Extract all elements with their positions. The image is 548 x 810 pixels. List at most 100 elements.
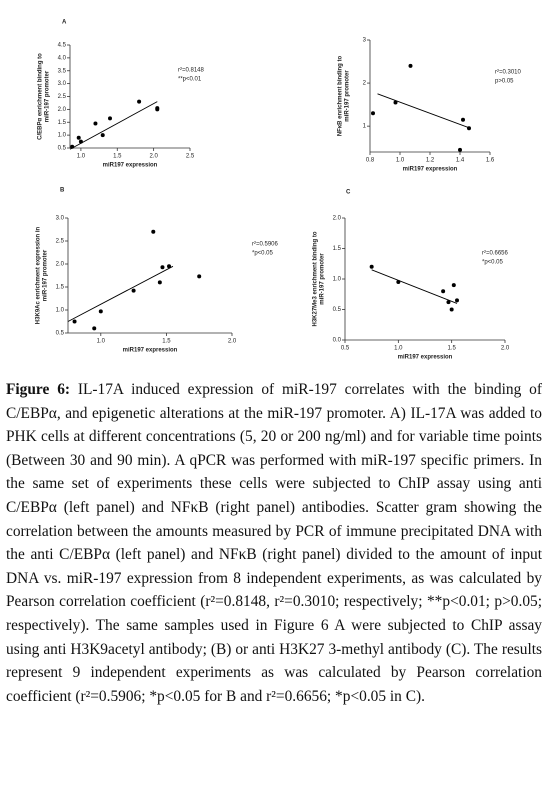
panel-label: B	[60, 188, 65, 194]
data-point	[458, 147, 462, 152]
y-axis-label: H3K27Me3 enrichment binding to	[313, 231, 319, 326]
annotation: r²=0.5906	[252, 242, 279, 248]
x-tick-label: 1.0	[394, 346, 403, 352]
annotation: r²=0.8148	[178, 68, 205, 74]
data-point	[72, 319, 77, 324]
data-point	[369, 264, 374, 269]
data-point	[78, 139, 83, 144]
y-axis-label: H3K9Ac enrichment expression in	[36, 226, 42, 324]
x-axis-label: miR197 expression	[398, 355, 453, 361]
y-tick-label: 1	[363, 124, 367, 130]
x-tick-label: 1.0	[97, 339, 106, 345]
x-tick-label: 2.0	[149, 154, 158, 160]
trendline	[371, 269, 458, 304]
trendline	[377, 93, 471, 129]
data-point	[467, 126, 471, 131]
x-tick-label: 1.6	[486, 158, 495, 164]
y-tick-label: 3	[363, 38, 367, 44]
data-point	[93, 121, 98, 126]
x-tick-label: 0.5	[341, 346, 350, 352]
data-point	[441, 289, 446, 294]
y-tick-label: 0.5	[333, 307, 342, 313]
annotation: p>0.05	[495, 79, 514, 85]
y-tick-label: 3.0	[56, 216, 65, 222]
x-tick-label: 1.4	[456, 158, 465, 164]
x-tick-label: 1.0	[77, 154, 86, 160]
x-tick-label: 2.0	[228, 339, 237, 345]
x-tick-label: 1.2	[426, 158, 435, 164]
y-tick-label: 0.5	[58, 146, 67, 152]
annotation: **p<0.01	[178, 77, 202, 83]
caption-label: Figure 6:	[6, 381, 71, 398]
y-tick-label: 4.0	[58, 55, 67, 61]
annotation: *p<0.05	[252, 251, 274, 257]
x-tick-label: 0.8	[366, 158, 375, 164]
panel-label: C	[346, 190, 351, 196]
y-tick-label: 0.5	[56, 331, 65, 337]
y-axis-label: miR-197 promoter	[345, 70, 351, 122]
y-axis-label: miR-197 promoter	[45, 70, 51, 122]
data-point	[157, 280, 162, 285]
y-axis-label: miR-197 promoter	[43, 249, 49, 301]
y-tick-label: 3.5	[58, 68, 67, 74]
panel-label: A	[62, 20, 67, 26]
data-point	[70, 144, 75, 149]
data-point	[408, 63, 413, 68]
data-point	[155, 106, 160, 111]
y-tick-label: 1.5	[58, 120, 67, 126]
data-point	[449, 307, 454, 312]
data-point	[151, 229, 156, 234]
x-tick-label: 2.5	[186, 154, 195, 160]
data-point	[461, 117, 465, 122]
annotation: r²=0.3010	[495, 70, 522, 76]
y-axis-label: C/EBPα enrichment binding to	[38, 53, 44, 140]
data-point	[76, 135, 81, 140]
y-tick-label: 4.5	[58, 43, 67, 49]
x-tick-label: 1.5	[113, 154, 122, 160]
data-point	[393, 100, 398, 105]
data-point	[160, 265, 165, 270]
data-point	[396, 280, 401, 285]
x-axis-label: miR197 expression	[123, 348, 178, 354]
y-tick-label: 2.5	[58, 94, 67, 100]
y-tick-label: 1.0	[56, 308, 65, 314]
data-point	[137, 99, 142, 104]
x-axis-label: miR197 expression	[403, 167, 458, 173]
y-axis-label: miR-197 promoter	[320, 253, 326, 305]
x-tick-label: 1.5	[162, 339, 171, 345]
data-point	[100, 133, 105, 138]
data-point	[446, 300, 451, 305]
y-tick-label: 2.0	[58, 107, 67, 113]
figure: 0.5 1.0 1.5 2.0 2.5 3.0 3.5 4.0 4.5 1.0 1.5 2.0 2.5 m…	[36, 20, 522, 361]
data-point	[92, 326, 97, 331]
y-tick-label: 2	[363, 81, 367, 87]
data-point	[197, 274, 202, 279]
annotation: *p<0.05	[482, 260, 504, 266]
x-axis-label: miR197 expression	[103, 163, 158, 169]
y-tick-label: 1.5	[56, 285, 65, 291]
trendline	[69, 101, 158, 150]
y-tick-label: 2.0	[56, 262, 65, 268]
annotation: r²=0.6656	[482, 251, 509, 257]
data-point	[98, 309, 103, 314]
x-tick-label: 1.0	[396, 158, 405, 164]
data-point	[167, 264, 172, 269]
y-tick-label: 0.0	[333, 338, 342, 344]
x-tick-label: 1.5	[447, 346, 456, 352]
y-tick-label: 1.0	[333, 277, 342, 283]
y-tick-label: 2.0	[333, 216, 342, 222]
data-point	[451, 283, 456, 288]
data-point	[371, 111, 375, 116]
y-tick-label: 3.0	[58, 81, 67, 87]
y-tick-label: 1.0	[58, 133, 67, 139]
y-tick-label: 1.5	[333, 246, 342, 252]
caption: Figure 6: IL-17A induced expression of m…	[6, 378, 542, 708]
y-axis-label: NFκB enrichment binding to	[338, 55, 344, 136]
caption-text: IL-17A induced expression of miR-197 cor…	[6, 381, 542, 705]
data-point	[455, 298, 459, 303]
data-point	[108, 116, 112, 121]
y-tick-label: 2.5	[56, 239, 65, 245]
x-tick-label: 2.0	[501, 346, 510, 352]
data-point	[131, 288, 136, 293]
